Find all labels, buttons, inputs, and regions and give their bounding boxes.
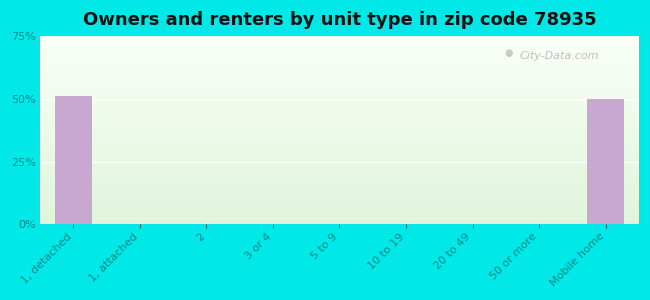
Bar <box>55 96 92 224</box>
Text: ●: ● <box>504 48 513 59</box>
Bar <box>588 99 624 224</box>
Text: City-Data.com: City-Data.com <box>519 51 599 61</box>
Title: Owners and renters by unit type in zip code 78935: Owners and renters by unit type in zip c… <box>83 11 596 29</box>
